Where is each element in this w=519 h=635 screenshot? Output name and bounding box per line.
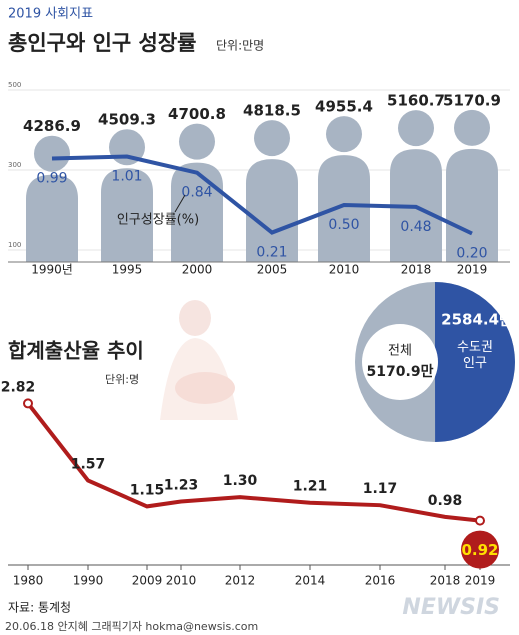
chart-title: 총인구와 인구 성장률 bbox=[8, 31, 197, 55]
point bbox=[23, 398, 33, 409]
center-label: 전체 bbox=[388, 344, 412, 359]
value-label: 0.21 bbox=[256, 245, 287, 261]
value-label: 4818.5 bbox=[243, 102, 301, 120]
y-tick-label: 100 bbox=[8, 241, 21, 249]
line-label: 인구성장률(%) bbox=[117, 213, 199, 228]
value-label: 1.57 bbox=[71, 457, 106, 473]
value-label: 0.99 bbox=[36, 170, 67, 186]
value-label: 2.82 bbox=[1, 379, 36, 395]
person-head bbox=[454, 109, 490, 146]
x-tick-label: 1980 bbox=[13, 574, 44, 588]
person-head bbox=[179, 123, 215, 160]
x-tick-label: 2018 bbox=[401, 263, 432, 277]
person-head bbox=[326, 116, 362, 153]
watermark: NEWSIS bbox=[402, 595, 500, 620]
value-label: 1.15 bbox=[130, 482, 165, 498]
illustration bbox=[160, 300, 238, 420]
bar bbox=[101, 168, 153, 262]
x-tick-label: 2005 bbox=[257, 263, 288, 277]
x-tick-label: 2009 bbox=[132, 574, 163, 588]
value-label: 2584.4만 bbox=[441, 311, 513, 329]
x-tick-label: 2018 bbox=[430, 574, 461, 588]
chart-title: 합계출산율 추이 bbox=[8, 339, 144, 363]
header: 2019 사회지표 bbox=[8, 7, 93, 22]
x-tick-label: 2010 bbox=[166, 574, 197, 588]
person-head bbox=[34, 135, 70, 172]
x-tick-label: 2000 bbox=[182, 263, 213, 277]
value-label: 4286.9 bbox=[23, 117, 81, 135]
value-label: 5160.7 bbox=[387, 92, 445, 110]
value-label: 0.50 bbox=[328, 217, 359, 233]
value-label: 0.92 bbox=[461, 541, 498, 559]
x-tick-label: 2016 bbox=[365, 574, 396, 588]
value-label: 1.23 bbox=[164, 477, 199, 493]
x-tick-label: 2010 bbox=[329, 263, 360, 277]
bar bbox=[246, 159, 298, 262]
source: 자료: 통계청 bbox=[8, 601, 71, 615]
y-tick-label: 300 bbox=[8, 161, 21, 169]
value-label: 5170.9 bbox=[443, 91, 501, 109]
unit: 단위:명 bbox=[105, 373, 139, 386]
point bbox=[475, 515, 485, 526]
unit: 단위:만명 bbox=[216, 39, 264, 53]
value-label: 0.98 bbox=[428, 493, 463, 509]
bar bbox=[318, 155, 370, 262]
bar bbox=[26, 174, 78, 262]
value-label: 1.21 bbox=[293, 479, 328, 495]
x-tick-label: 2012 bbox=[225, 574, 256, 588]
credit: 20.06.18 안지혜 그래픽기자 hokma@newsis.com bbox=[5, 620, 258, 633]
value-label: 4700.8 bbox=[168, 105, 226, 123]
x-tick-label: 2019 bbox=[457, 263, 488, 277]
y-tick-label: 500 bbox=[8, 81, 21, 89]
callout bbox=[174, 194, 186, 213]
bar bbox=[171, 162, 223, 262]
line bbox=[51, 154, 473, 236]
x-tick-label: 1995 bbox=[112, 263, 143, 277]
center-value: 5170.9만 bbox=[367, 364, 434, 380]
person-head bbox=[398, 110, 434, 147]
value-label: 4509.3 bbox=[98, 111, 156, 129]
value-label: 1.01 bbox=[111, 169, 142, 185]
x-tick-label: 1990 bbox=[73, 574, 104, 588]
pie-slice bbox=[435, 282, 515, 442]
x-tick-label: 1990년 bbox=[31, 263, 73, 277]
x-tick-label: 2014 bbox=[295, 574, 326, 588]
bar bbox=[446, 148, 498, 262]
value-label: 4955.4 bbox=[315, 98, 373, 116]
x-tick-label: 2019 bbox=[465, 574, 496, 588]
pie-center bbox=[362, 324, 438, 400]
value-label: 1.30 bbox=[223, 473, 258, 489]
value-label: 0.84 bbox=[181, 185, 212, 201]
value-label: 1.17 bbox=[363, 481, 398, 497]
person-head bbox=[254, 120, 290, 157]
value-label: 0.48 bbox=[400, 219, 431, 235]
legend-label: 수도권 인구 bbox=[457, 340, 493, 371]
value-label: 0.20 bbox=[456, 246, 487, 262]
highlight bbox=[461, 530, 499, 569]
